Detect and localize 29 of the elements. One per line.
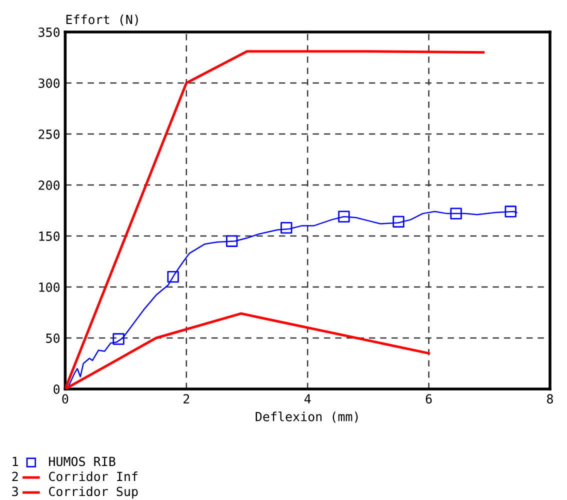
point bbox=[112, 333, 124, 345]
point bbox=[280, 222, 292, 234]
point bbox=[450, 208, 462, 220]
x-tick-label: 8 bbox=[547, 394, 553, 404]
y-axis-title: Effort (N) bbox=[66, 14, 138, 26]
y-tick-label: 50 bbox=[46, 334, 60, 343]
point bbox=[392, 216, 404, 228]
text: 1 bbox=[12, 456, 18, 466]
x-tick-label: 0 bbox=[62, 394, 68, 404]
point bbox=[226, 235, 238, 247]
y-tick-label: 150 bbox=[39, 232, 60, 241]
y-tick-label: 100 bbox=[39, 282, 60, 292]
legend-label: Corridor Inf bbox=[49, 471, 138, 482]
y-tick-label: 250 bbox=[38, 130, 60, 139]
text: 2 bbox=[12, 472, 18, 481]
x-axis-title: Deflexion (mm) bbox=[256, 412, 358, 423]
y-tick-label: 0 bbox=[54, 384, 60, 394]
point bbox=[338, 210, 350, 222]
y-tick-label: 350 bbox=[38, 28, 60, 37]
point bbox=[504, 206, 516, 218]
legend-label: Corridor Sup bbox=[49, 486, 138, 499]
text: 3 bbox=[12, 486, 18, 496]
x-tick-label: 4 bbox=[304, 394, 311, 404]
point bbox=[167, 270, 179, 283]
legend-label: HUMOS RIB bbox=[49, 456, 116, 466]
y-tick-label: 300 bbox=[38, 78, 60, 88]
x-tick-label: 6 bbox=[426, 394, 432, 404]
x-tick-label: 2 bbox=[184, 394, 190, 404]
y-tick-label: 200 bbox=[38, 180, 60, 190]
